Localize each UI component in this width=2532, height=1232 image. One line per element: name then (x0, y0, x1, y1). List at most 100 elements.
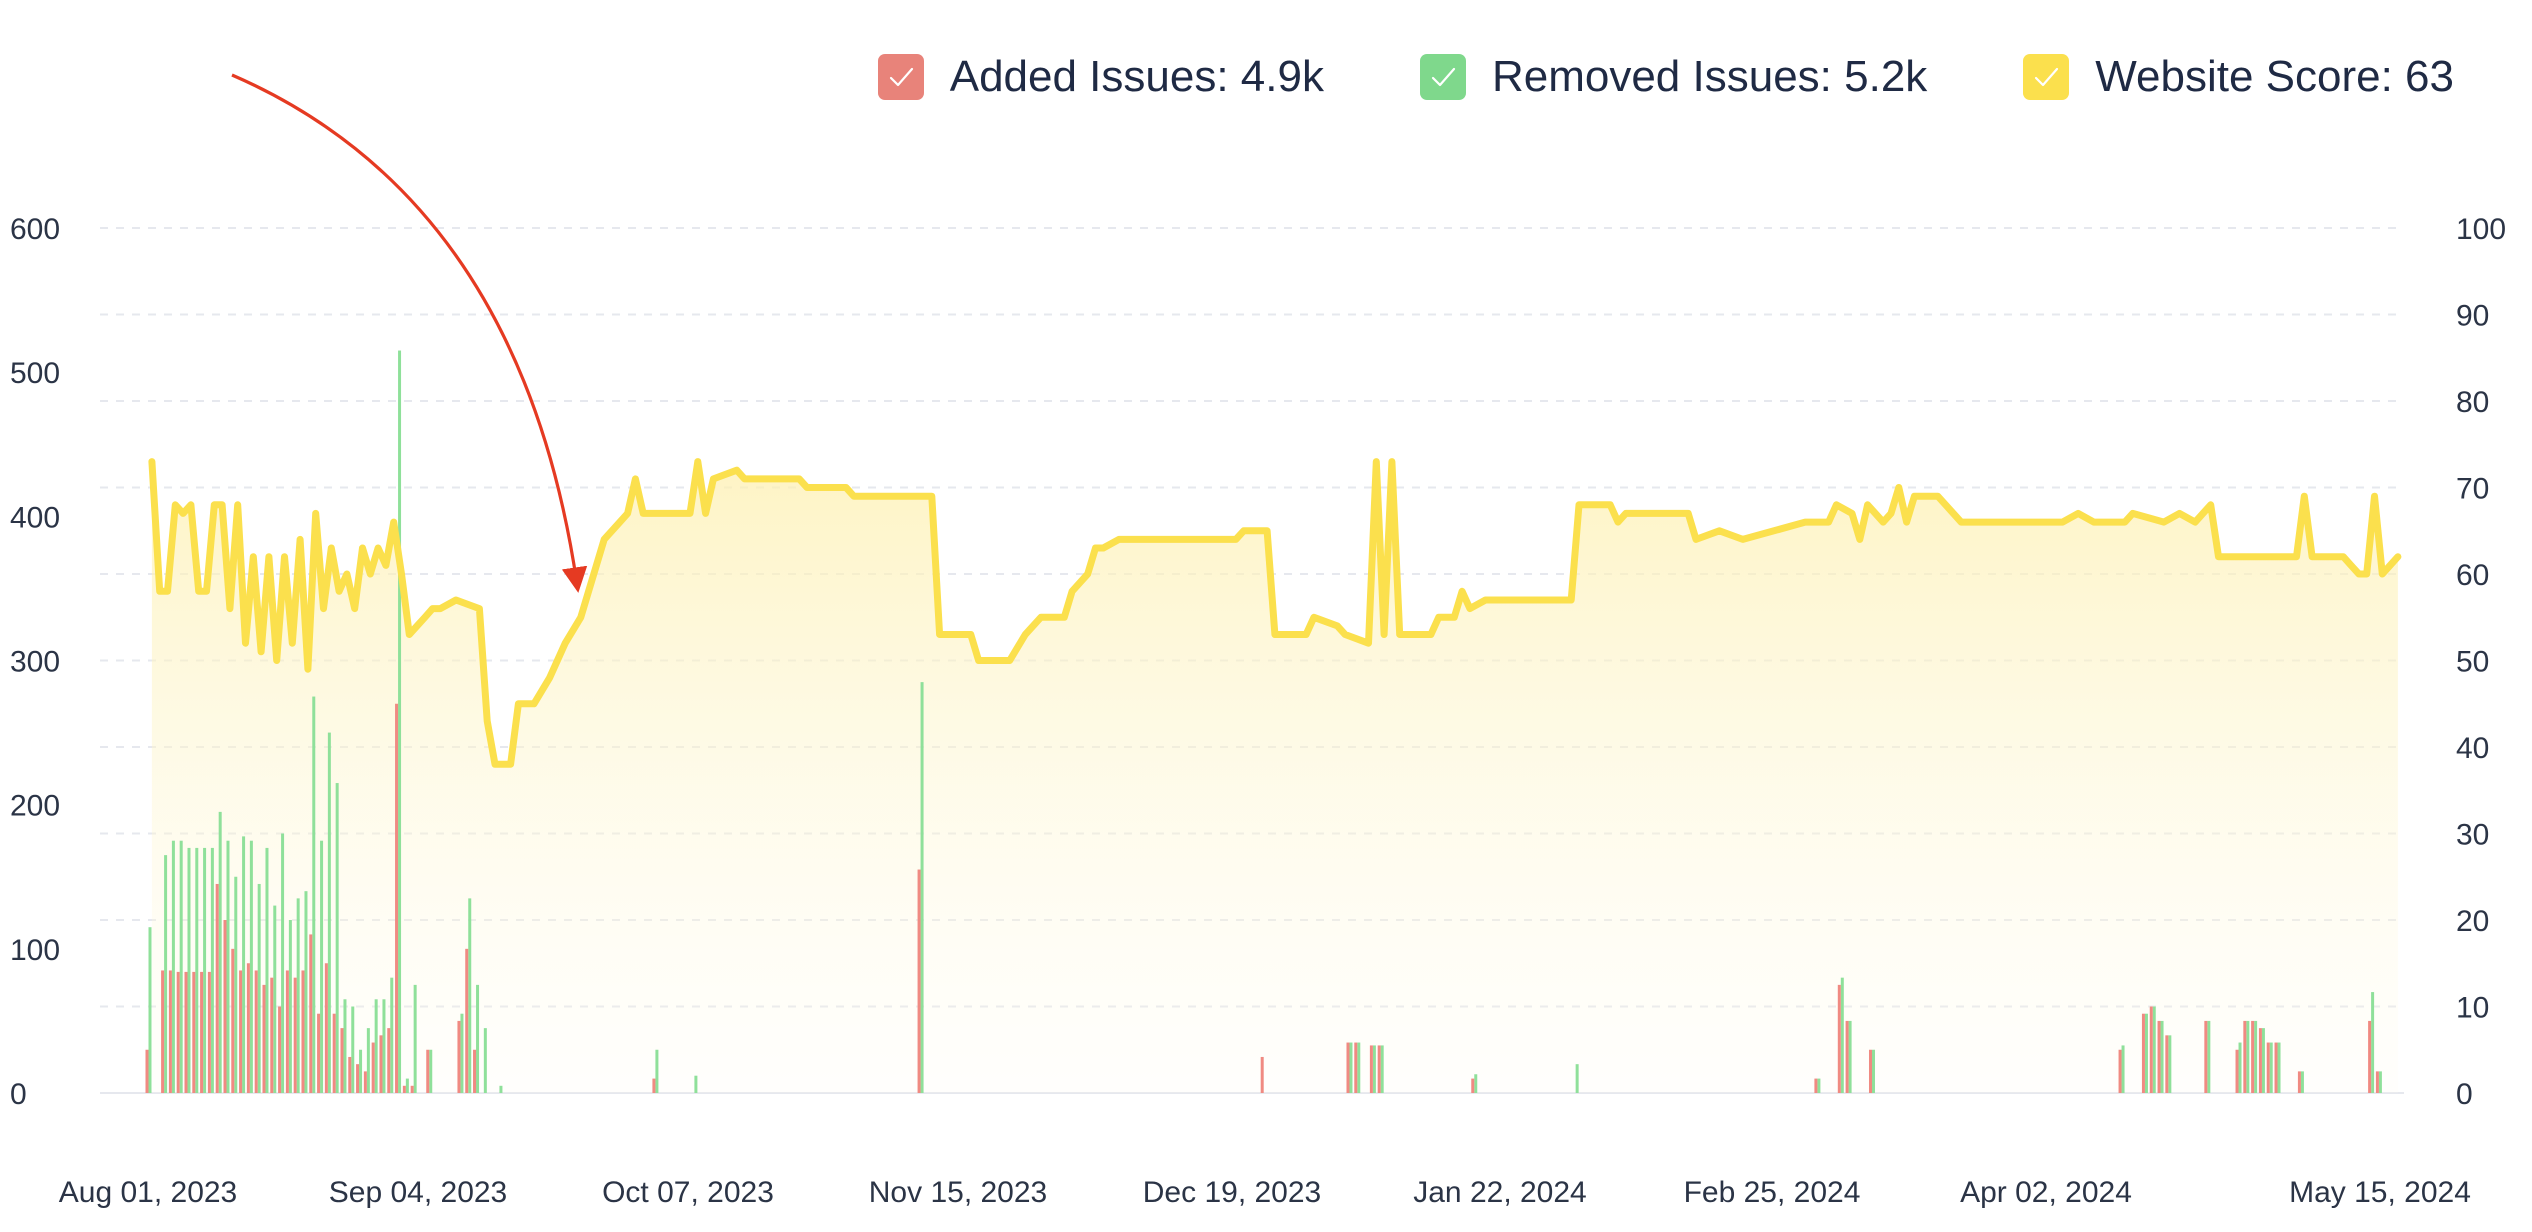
added-issues-bar (2251, 1020, 2255, 1093)
removed-issues-bar (179, 840, 183, 1093)
added-issues-bar (379, 1035, 383, 1093)
added-issues-bar (285, 970, 289, 1093)
y-right-tick-label: 10 (2456, 992, 2489, 1025)
added-issues-bar (278, 1006, 282, 1093)
added-issues-bar (652, 1078, 656, 1093)
removed-issues-bar (351, 1006, 355, 1093)
y-left-tick-label: 400 (10, 501, 60, 534)
added-issues-bar (426, 1049, 430, 1093)
removed-issues-bar (468, 898, 472, 1093)
x-axis-ticks: Aug 01, 2023 Sep 04, 2023 Oct 07, 2023 Nov … (59, 1176, 2471, 1209)
removed-issues-bar (920, 682, 924, 1093)
removed-issues-bar (429, 1049, 433, 1093)
annotation-layer (231, 73, 588, 593)
removed-issues-bar (1575, 1064, 1579, 1093)
x-tick-label: Aug 01, 2023 (59, 1176, 238, 1209)
added-issues-bar (402, 1085, 406, 1093)
y-right-tick-label: 100 (2456, 213, 2506, 246)
removed-issues-bar (2254, 1020, 2258, 1093)
removed-issues-bar (694, 1075, 698, 1093)
added-issues-bar (301, 970, 305, 1093)
added-issues-bar (270, 977, 274, 1093)
legend-removed-issues[interactable]: Removed Issues: 5.2k (1419, 52, 1927, 102)
added-issues-bar (917, 869, 921, 1093)
added-issues-bar (2274, 1042, 2278, 1093)
removed-issues-bar (1840, 977, 1844, 1093)
added-issues-bar (457, 1020, 461, 1093)
added-issues-bar (2243, 1020, 2247, 1093)
y-left-tick-label: 300 (10, 646, 60, 679)
added-issues-bar (2157, 1020, 2161, 1093)
removed-issues-bar (304, 891, 308, 1093)
removed-issues-bar (249, 840, 253, 1093)
added-issues-bar (246, 963, 250, 1093)
removed-issues-bar (413, 984, 417, 1093)
added-issues-bar (1260, 1056, 1264, 1093)
added-issues-bar (1346, 1042, 1350, 1093)
removed-issues-bar (164, 855, 168, 1093)
removed-issues-bar (2160, 1020, 2164, 1093)
removed-issues-bar (327, 732, 331, 1093)
removed-issues-bar (2246, 1020, 2250, 1093)
x-tick-label: Nov 15, 2023 (869, 1176, 1047, 1209)
y-right-tick-label: 40 (2456, 732, 2489, 765)
removed-issues-bar (1349, 1042, 1353, 1093)
removed-issues-bar (296, 898, 300, 1093)
added-issues-bar (145, 1049, 149, 1093)
x-tick-label: Sep 04, 2023 (329, 1176, 508, 1209)
removed-issues-bar (366, 1028, 370, 1093)
removed-issues-bar (2144, 1013, 2148, 1093)
chart-legend: Added Issues: 4.9k Removed Issues: 5.2k We… (877, 52, 2454, 102)
x-tick-label: Apr 02, 2024 (1960, 1176, 2132, 1209)
y-right-tick-label: 50 (2456, 646, 2489, 679)
added-issues-bar (1837, 984, 1841, 1093)
added-issues-bar (317, 1013, 321, 1093)
removed-issues-bar (1372, 1045, 1376, 1093)
removed-issues-bar (187, 847, 191, 1093)
added-issues-bar (2149, 1006, 2153, 1093)
checkbox-check-icon[interactable] (877, 54, 924, 100)
added-issues-bar (176, 971, 180, 1093)
removed-issues-bar (460, 1013, 464, 1093)
removed-issues-bar (288, 920, 292, 1093)
removed-issues-bar (398, 350, 402, 1094)
added-issues-bar (2266, 1042, 2270, 1093)
removed-issues-bar (148, 927, 152, 1093)
removed-issues-bar (2207, 1020, 2211, 1093)
added-issues-bar (1369, 1045, 1373, 1093)
added-issues-bar (161, 970, 165, 1093)
removed-issues-bar (655, 1049, 659, 1093)
removed-issues-bar (281, 833, 285, 1093)
removed-issues-bar (1380, 1045, 1384, 1093)
removed-issues-bar (210, 847, 214, 1093)
y-right-tick-label: 30 (2456, 819, 2489, 852)
removed-issues-bar (359, 1049, 363, 1093)
x-tick-label: Feb 25, 2024 (1684, 1176, 1861, 1209)
added-issues-bar (223, 920, 227, 1093)
removed-issues-bar (2168, 1035, 2172, 1093)
y-left-tick-label: 200 (10, 790, 60, 823)
added-issues-bar (200, 971, 204, 1093)
x-tick-label: May 15, 2024 (2289, 1176, 2471, 1209)
legend-added-issues[interactable]: Added Issues: 4.9k (877, 52, 1324, 102)
legend-website-score[interactable]: Website Score: 63 (2023, 52, 2454, 102)
added-issues-bar (309, 934, 313, 1093)
removed-issues-bar (273, 905, 277, 1093)
removed-issues-bar (335, 783, 339, 1093)
checkbox-check-icon[interactable] (2023, 54, 2070, 100)
y-left-tick-label: 600 (10, 213, 60, 246)
removed-issues-bar (1357, 1042, 1361, 1093)
removed-issues-bar (312, 696, 316, 1093)
added-issues-bar (387, 1028, 391, 1093)
x-tick-label: Dec 19, 2023 (1143, 1176, 1321, 1209)
added-issues-bar (2368, 1020, 2372, 1093)
legend-label: Website Score: 63 (2095, 52, 2454, 101)
removed-issues-bar (2261, 1028, 2265, 1093)
y-right-tick-label: 70 (2456, 473, 2489, 506)
removed-issues-bar (257, 883, 261, 1093)
removed-issues-bar (218, 811, 222, 1093)
removed-issues-bar (1817, 1078, 1821, 1093)
checkbox-check-icon[interactable] (1419, 54, 1466, 100)
legend-label: Added Issues: 4.9k (949, 52, 1324, 101)
